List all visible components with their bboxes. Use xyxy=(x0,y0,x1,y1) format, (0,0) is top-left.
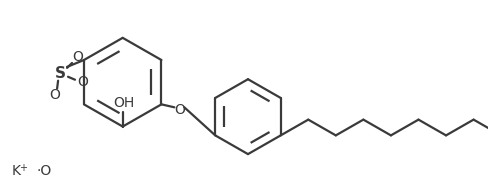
Text: O: O xyxy=(50,88,61,102)
Text: OH: OH xyxy=(113,96,134,110)
Text: O: O xyxy=(72,50,83,64)
Text: O: O xyxy=(78,75,88,89)
Text: +: + xyxy=(19,163,27,173)
Text: S: S xyxy=(55,66,65,81)
Text: K: K xyxy=(11,164,20,178)
Text: O: O xyxy=(174,103,184,117)
Text: ·O: ·O xyxy=(36,164,51,178)
